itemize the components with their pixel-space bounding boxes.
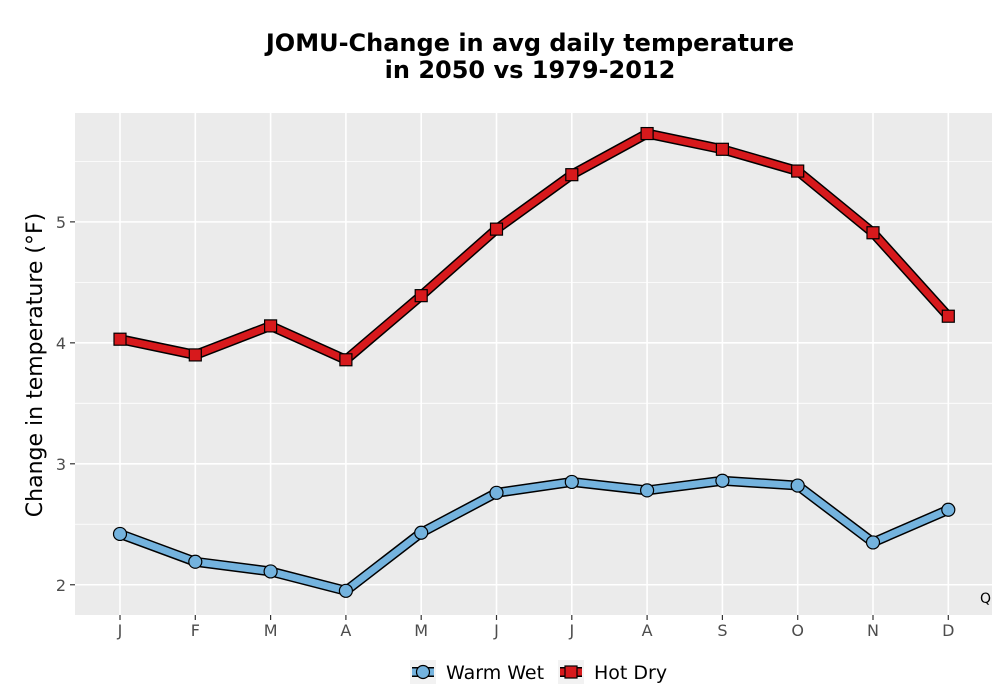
x-tick-label: F [191,621,200,640]
data-point [188,554,203,569]
data-point [339,353,353,367]
data-point [866,226,880,240]
panel-background [75,113,992,615]
series-warm-wet [112,473,956,598]
legend-item-hot-dry: Hot Dry [558,660,667,684]
corner-note: Q [980,591,991,607]
x-tick-label: J [117,621,123,640]
legend: Warm Wet Hot Dry [410,660,667,684]
data-point [263,564,278,579]
data-point [941,309,955,323]
x-tick-label: N [867,621,879,640]
legend-label: Warm Wet [446,662,544,684]
y-axis-title: Change in temperature (°F) [23,213,48,517]
data-point [489,485,504,500]
data-point [414,525,429,540]
y-tick-label: 2 [56,576,66,595]
data-point [639,483,655,498]
y-tick-label: 3 [56,455,66,474]
data-point [565,168,579,182]
x-tick-label: M [264,621,278,640]
x-tick-label: J [493,621,499,640]
chart-title-line-1: JOMU-Change in avg daily temperature [265,29,795,57]
plot-panel [75,113,992,615]
series-layer [112,126,956,598]
legend-key-marker [564,665,578,679]
data-point [564,474,579,490]
data-point [113,332,127,346]
data-point [264,319,278,333]
data-point [941,502,956,517]
data-point [791,164,805,178]
data-point [112,526,128,542]
legend-key-marker [415,664,431,680]
axes: 2 3 4 5 J F M A M J J A S O N D [56,213,955,640]
data-point [865,535,881,550]
legend-label: Hot Dry [594,662,667,684]
x-tick-label: D [942,621,954,640]
y-tick-label: 4 [56,334,66,353]
series-hot-dry [113,126,955,367]
legend-item-warm-wet: Warm Wet [410,660,544,684]
data-point [414,289,428,303]
data-point [715,473,730,488]
data-point [338,583,353,598]
x-tick-label: M [414,621,428,640]
series-line [116,477,952,595]
data-point [790,478,805,493]
series-line [116,130,952,364]
x-tick-label: O [791,621,804,640]
data-point [489,222,504,236]
data-point [640,126,654,141]
x-tick-label: S [717,621,727,640]
x-tick-label: A [340,621,351,640]
chart-title-line-2: in 2050 vs 1979-2012 [384,56,676,84]
x-tick-label: A [642,621,653,640]
x-tick-label: J [568,621,574,640]
data-point [188,348,202,362]
data-point [715,142,730,156]
y-tick-label: 5 [56,213,66,232]
chart-title: JOMU-Change in avg daily temperature in … [0,30,1000,84]
